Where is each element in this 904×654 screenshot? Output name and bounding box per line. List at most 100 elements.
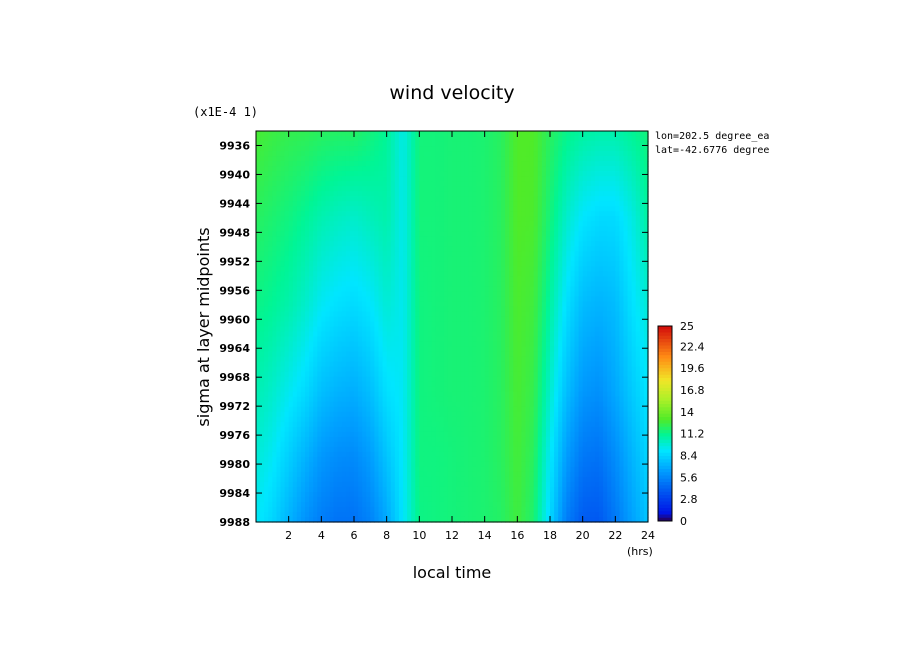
heatmap-cell (398, 336, 404, 343)
heatmap-cell (292, 311, 298, 318)
heatmap-cell (517, 286, 523, 293)
heatmap-cell (590, 221, 596, 227)
heatmap-cell (280, 276, 286, 282)
heatmap-cell (562, 216, 567, 222)
heatmap-cell (272, 166, 278, 172)
heatmap-cell (537, 151, 543, 157)
heatmap-cell (443, 166, 449, 172)
heatmap-cell (566, 241, 572, 247)
heatmap-cell (537, 231, 543, 237)
heatmap-cell (443, 351, 449, 358)
heatmap-cell (321, 216, 327, 222)
heatmap-cell (374, 316, 380, 323)
heatmap-cell (615, 251, 621, 257)
heatmap-cell (313, 201, 318, 207)
heatmap-cell (268, 176, 273, 182)
heatmap-cell (541, 381, 547, 388)
heatmap-cell (341, 256, 347, 262)
heatmap-cell (447, 236, 453, 242)
heatmap-cell (341, 276, 347, 282)
heatmap-cell (382, 131, 388, 137)
heatmap-cell (382, 301, 388, 308)
heatmap-cell (590, 276, 596, 282)
heatmap-cell (370, 331, 376, 338)
heatmap-cell (292, 376, 298, 383)
heatmap-cell (411, 301, 416, 308)
heatmap-cell (419, 341, 425, 348)
heatmap-cell (435, 166, 441, 172)
heatmap-cell (541, 361, 547, 368)
heatmap-cell (284, 136, 290, 142)
heatmap-cell (300, 251, 306, 257)
heatmap-cell (607, 201, 612, 207)
heatmap-cell (623, 331, 629, 338)
heatmap-cell (525, 211, 531, 217)
heatmap-cell (615, 161, 621, 167)
heatmap-cell (378, 296, 384, 303)
heatmap-cell (480, 336, 486, 343)
heatmap-cell (627, 286, 633, 293)
heatmap-cell (423, 261, 429, 267)
heatmap-cell (594, 321, 600, 328)
heatmap-cell (460, 221, 465, 227)
heatmap-cell (374, 156, 380, 162)
heatmap-cell (419, 276, 425, 282)
heatmap-cell (427, 206, 433, 212)
heatmap-cell (492, 291, 498, 298)
heatmap-cell (374, 386, 380, 393)
heatmap-cell (447, 261, 453, 267)
heatmap-cell (337, 236, 343, 242)
heatmap-cell (578, 156, 584, 162)
heatmap-cell (411, 316, 416, 323)
heatmap-cell (480, 311, 486, 318)
heatmap-cell (619, 306, 625, 313)
heatmap-cell (313, 216, 318, 222)
heatmap-cell (480, 276, 486, 282)
heatmap-cell (443, 276, 449, 282)
heatmap-cell (276, 331, 282, 338)
heatmap-cell (284, 231, 290, 237)
heatmap-cell (603, 316, 608, 323)
heatmap-cell (349, 356, 355, 363)
heatmap-cell (509, 241, 514, 247)
heatmap-cell (341, 351, 347, 358)
heatmap-cell (545, 376, 551, 383)
heatmap-cell (509, 181, 514, 187)
heatmap-cell (525, 341, 531, 348)
heatmap-cell (329, 361, 335, 368)
heatmap-cell (354, 141, 359, 147)
heatmap-cell (300, 226, 306, 232)
heatmap-cell (554, 371, 559, 378)
heatmap-cell (582, 351, 588, 358)
heatmap-cell (313, 321, 318, 328)
heatmap-cell (284, 176, 290, 182)
heatmap-cell (435, 216, 441, 222)
heatmap-cell (623, 376, 629, 383)
heatmap-cell (492, 286, 498, 293)
heatmap-cell (505, 236, 510, 242)
heatmap-cell (578, 321, 584, 328)
heatmap-cell (325, 141, 331, 147)
heatmap-cell (643, 261, 649, 267)
heatmap-cell (435, 286, 441, 293)
heatmap-cell (321, 351, 327, 358)
heatmap-cell (354, 281, 359, 287)
heatmap-cell (309, 181, 314, 187)
heatmap-cell (386, 376, 392, 383)
heatmap-cell (623, 211, 629, 217)
heatmap-cell (427, 311, 433, 318)
heatmap-cell (260, 306, 265, 313)
heatmap-cell (337, 131, 343, 137)
heatmap-cell (529, 306, 535, 313)
heatmap-cell (513, 366, 518, 373)
heatmap-cell (578, 186, 584, 192)
heatmap-cell (398, 186, 404, 192)
heatmap-cell (443, 356, 449, 363)
heatmap-cell (496, 366, 502, 373)
heatmap-cell (382, 141, 388, 147)
heatmap-cell (611, 296, 616, 303)
heatmap-cell (501, 326, 506, 333)
heatmap-cell (358, 351, 363, 358)
heatmap-cell (643, 186, 649, 192)
heatmap-cell (333, 146, 339, 152)
